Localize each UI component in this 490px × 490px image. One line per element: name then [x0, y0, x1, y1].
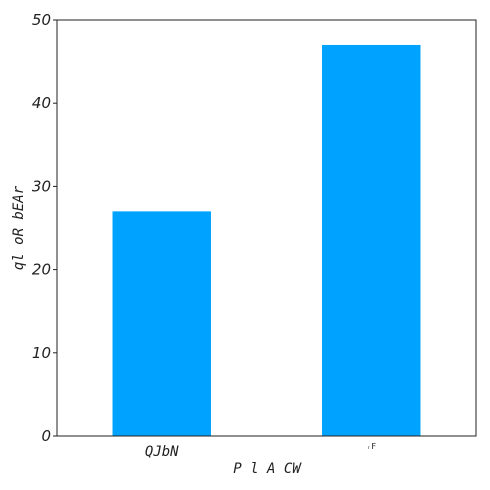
x-axis-ticks: QJbN ᵣF — [145, 442, 376, 460]
x-tick-label-0: QJbN — [145, 444, 179, 460]
bars-group — [112, 44, 421, 437]
y-tick-label-1: 10 — [32, 344, 51, 362]
y-tick-label-5: 50 — [32, 11, 51, 29]
x-tick-label-1: ᵣF — [366, 442, 376, 451]
y-tick-label-3: 30 — [32, 177, 51, 195]
y-axis-title: ql oR bEAr — [11, 185, 27, 270]
y-tick-label-2: 20 — [32, 261, 51, 279]
plot-frame — [56, 19, 477, 437]
bar-1 — [322, 44, 421, 437]
y-tick-label-0: 0 — [41, 427, 51, 445]
x-axis-title: P l A CW — [233, 461, 302, 477]
bar-0 — [112, 211, 211, 436]
y-tick-label-4: 40 — [32, 94, 51, 112]
y-axis-ticks: 0 10 20 30 40 50 — [32, 11, 57, 445]
